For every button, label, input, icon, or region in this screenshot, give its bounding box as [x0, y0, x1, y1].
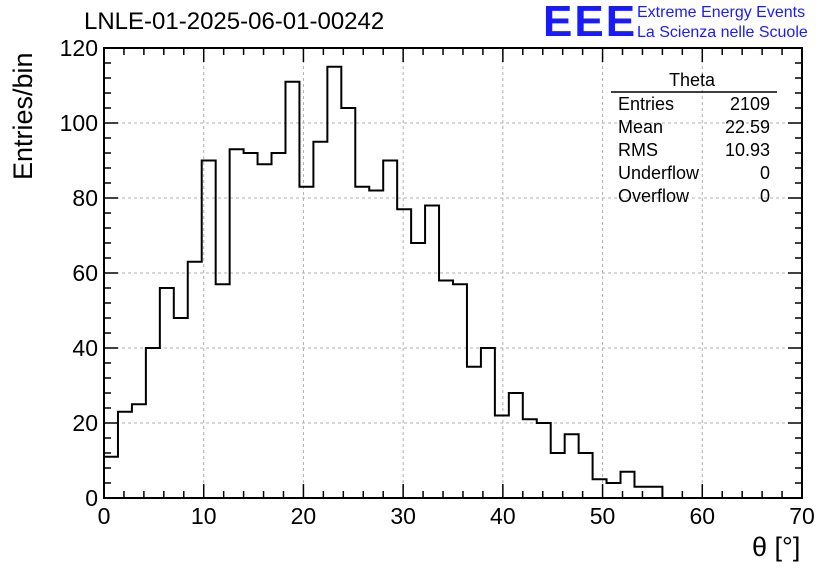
histogram-series	[103, 65, 664, 498]
histogram-bin	[216, 284, 230, 498]
histogram-bin	[188, 262, 202, 498]
histogram-bin	[453, 284, 467, 498]
histogram-bin	[509, 393, 523, 498]
stats-row-value: 10.93	[725, 140, 770, 160]
y-tick-label: 80	[72, 185, 98, 211]
histogram-bin	[272, 153, 286, 498]
histogram-bin	[160, 288, 174, 498]
x-tick-label: 70	[789, 503, 815, 529]
y-tick-label: 120	[60, 35, 98, 61]
x-tick-label: 40	[490, 503, 516, 529]
histogram-bin	[495, 416, 509, 499]
stats-row-label: Mean	[618, 117, 663, 137]
y-tick-label: 100	[60, 110, 98, 136]
histogram-bin	[565, 434, 579, 498]
histogram-bin	[230, 149, 244, 498]
histogram-bin	[341, 108, 355, 498]
eee-logo: EEE	[543, 0, 638, 46]
histogram-bin	[299, 187, 313, 498]
y-tick-label: 60	[72, 260, 98, 286]
x-tick-label: 60	[689, 503, 715, 529]
logo-caption-line2: La Scienza nelle Scuole	[637, 24, 808, 41]
stats-row-value: 2109	[730, 94, 770, 114]
histogram-bin	[327, 67, 341, 498]
histogram-bin	[467, 367, 481, 498]
histogram-bin	[244, 153, 258, 498]
plot-title: LNLE-01-2025-06-01-00242	[84, 8, 385, 35]
histogram-bin	[607, 483, 621, 498]
histogram-bin	[481, 348, 495, 498]
stats-box-title: Theta	[669, 70, 716, 90]
histogram-bin	[118, 412, 132, 498]
histogram-bin	[202, 161, 216, 499]
y-tick-label: 0	[85, 485, 98, 511]
histogram-bin	[537, 423, 551, 498]
histogram-bin	[146, 348, 160, 498]
histogram-bin	[523, 419, 537, 498]
histogram-bin	[397, 209, 411, 498]
stats-row-value: 0	[760, 163, 770, 183]
histogram-bin	[369, 191, 383, 499]
histogram-bin	[634, 487, 648, 498]
stats-row-value: 0	[760, 186, 770, 206]
logo-caption-line1: Extreme Energy Events	[637, 4, 806, 21]
x-tick-label: 30	[390, 503, 416, 529]
histogram-bin	[383, 161, 397, 499]
histogram-bin	[132, 404, 146, 498]
histogram-bin	[104, 457, 118, 498]
histogram-bin	[355, 187, 369, 498]
logo-caption: Extreme Energy Events La Scienza nelle S…	[637, 3, 808, 43]
stats-row-label: Entries	[618, 94, 674, 114]
histogram-bin	[579, 453, 593, 498]
stats-row-label: Underflow	[618, 163, 700, 183]
histogram-bin	[439, 281, 453, 499]
x-tick-label: 10	[191, 503, 217, 529]
x-tick-label: 50	[590, 503, 616, 529]
histogram-bin	[648, 487, 662, 498]
y-tick-label: 40	[72, 335, 98, 361]
stats-row-value: 22.59	[725, 117, 770, 137]
histogram-bin	[593, 479, 607, 498]
histogram-bin	[551, 453, 565, 498]
y-tick-label: 20	[72, 410, 98, 436]
histogram-bin	[285, 82, 299, 498]
x-tick-label: 20	[291, 503, 317, 529]
stats-row-label: RMS	[618, 140, 658, 160]
histogram-bin	[425, 206, 439, 499]
stats-row-label: Overflow	[618, 186, 690, 206]
histogram-bin	[174, 318, 188, 498]
histogram-bin	[313, 142, 327, 498]
x-axis-label: θ [°]	[752, 532, 801, 562]
x-tick-label: 0	[98, 503, 111, 529]
histogram-bin	[411, 243, 425, 498]
histogram-bin	[621, 472, 635, 498]
histogram-bin	[258, 164, 272, 498]
